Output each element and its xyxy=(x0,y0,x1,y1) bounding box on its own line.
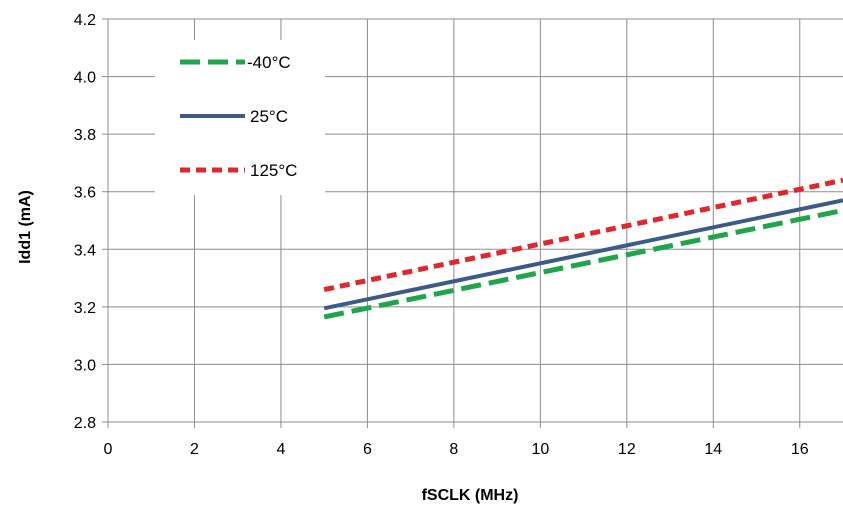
x-tick-label-2: 4 xyxy=(276,441,285,458)
series-line-2 xyxy=(323,177,843,293)
y-tick-label-2: 3.2 xyxy=(74,300,96,317)
y-tick-label-0: 2.8 xyxy=(74,415,96,432)
y-tick-label-1: 3.0 xyxy=(74,357,96,374)
x-tick-label-7: 14 xyxy=(704,441,722,458)
y-axis-title: Idd1 (mA) xyxy=(17,190,34,264)
y-tick-label-3: 3.4 xyxy=(74,242,96,259)
x-tick-label-6: 12 xyxy=(618,441,636,458)
x-tick-labels: 0 2 4 6 8 10 12 14 16 xyxy=(104,441,809,458)
x-tick-label-5: 10 xyxy=(531,441,549,458)
legend: -40°C 25°C 125°C xyxy=(155,40,325,195)
x-tick-label-1: 2 xyxy=(190,441,199,458)
y-tick-label-5: 3.8 xyxy=(74,127,96,144)
x-tick-label-8: 16 xyxy=(791,441,809,458)
x-tick-label-3: 6 xyxy=(363,441,372,458)
legend-label-125: 125°C xyxy=(250,161,297,180)
series-lines xyxy=(323,177,843,320)
y-tick-label-4: 3.6 xyxy=(74,185,96,202)
x-tick-label-0: 0 xyxy=(104,441,113,458)
x-tick-label-4: 8 xyxy=(449,441,458,458)
y-tick-labels: 2.8 3.0 3.2 3.4 3.6 3.8 4.0 4.2 xyxy=(74,12,96,432)
x-axis-title: fSCLK (MHz) xyxy=(422,487,519,504)
series-line-1 xyxy=(323,198,843,311)
legend-label-25: 25°C xyxy=(250,107,288,126)
y-tick-label-6: 4.0 xyxy=(74,70,96,87)
y-tick-label-7: 4.2 xyxy=(74,12,96,29)
axes xyxy=(102,18,843,428)
series-line-0 xyxy=(323,207,843,320)
legend-label-minus40: -40°C xyxy=(247,53,291,72)
